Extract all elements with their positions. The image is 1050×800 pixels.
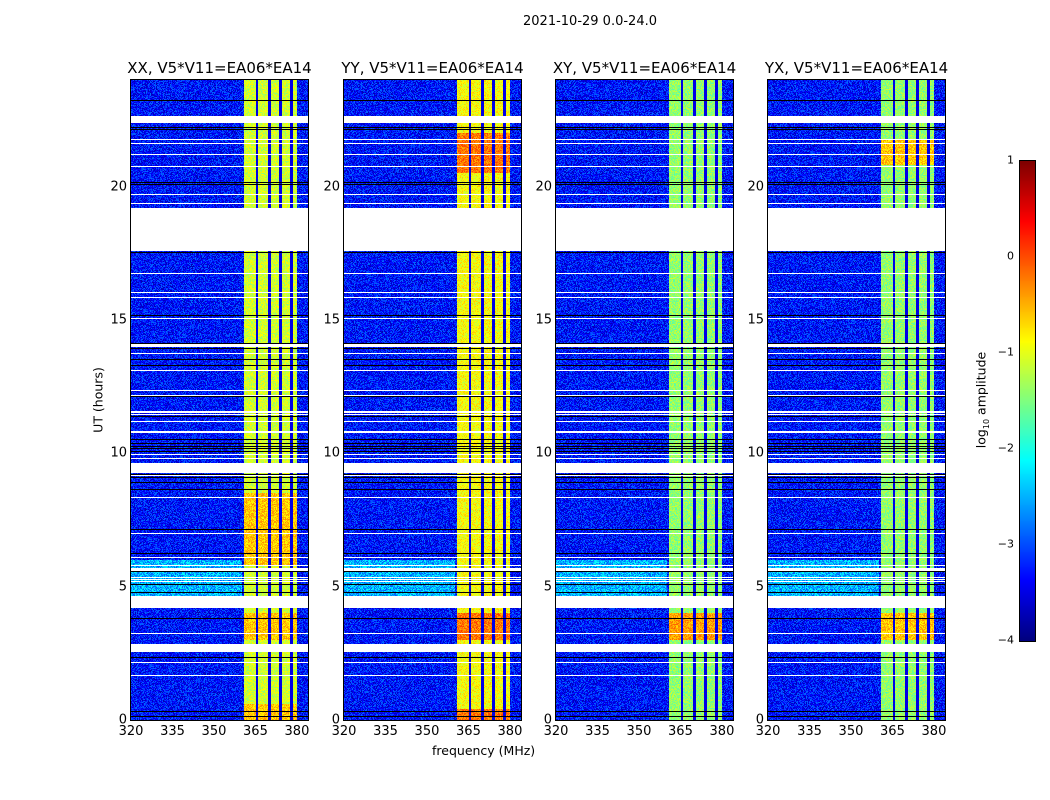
y-tick-label: 20 (535, 179, 552, 195)
x-tick-label: 365 (880, 724, 905, 739)
x-axis-label: frequency (MHz) (432, 743, 536, 758)
panel-title-3: XY, V5*V11=EA06*EA14 (552, 59, 737, 77)
panel-title-1: XX, V5*V11=EA06*EA14 (127, 59, 312, 77)
x-tick-label: 365 (668, 724, 693, 739)
colorbar-label-rest: amplitude (973, 351, 989, 419)
figure-title: 2021-10-29 0.0-24.0 (523, 14, 657, 29)
x-tick-label: 350 (414, 724, 440, 739)
x-tick-label: 365 (243, 724, 268, 739)
y-tick-label: 0 (755, 712, 764, 728)
x-tick-label: 350 (626, 724, 652, 739)
x-tick-label: 320 (755, 724, 781, 739)
colorbar-tick-label: −1 (997, 345, 1014, 359)
colorbar-tick-label: −4 (997, 633, 1014, 647)
y-tick-label: 5 (543, 579, 552, 595)
panel-title-4: YX, V5*V11=EA06*EA14 (764, 59, 949, 77)
y-tick-label: 15 (323, 312, 340, 328)
y-tick-label: 15 (110, 312, 127, 328)
colorbar-label-log: log (973, 429, 989, 449)
y-tick-label: 10 (747, 445, 764, 461)
waterfall-panel-3 (555, 79, 734, 721)
x-tick-label: 350 (838, 724, 864, 739)
panel-title-2: YY, V5*V11=EA06*EA14 (341, 59, 524, 77)
y-tick-label: 5 (118, 579, 127, 595)
y-tick-label: 5 (331, 579, 340, 595)
x-tick-label: 335 (797, 724, 822, 739)
colorbar-tick-label: −3 (997, 537, 1014, 551)
x-tick-label: 335 (585, 724, 610, 739)
y-tick-label: 10 (535, 445, 552, 461)
y-tick-label: 15 (535, 312, 552, 328)
x-tick-label: 380 (709, 724, 735, 739)
colorbar-label: log10 amplitude (973, 352, 991, 448)
x-tick-label: 320 (331, 724, 357, 739)
y-tick-label: 20 (110, 179, 127, 195)
y-tick-label: 0 (543, 712, 552, 728)
x-tick-label: 320 (118, 724, 144, 739)
x-tick-label: 320 (543, 724, 569, 739)
x-tick-label: 335 (160, 724, 185, 739)
y-tick-label: 10 (110, 445, 127, 461)
x-tick-label: 365 (456, 724, 481, 739)
colorbar-label-sub: 10 (981, 418, 991, 430)
y-tick-label: 0 (118, 712, 127, 728)
colorbar-tick-label: −2 (997, 441, 1014, 455)
y-tick-label: 20 (323, 179, 340, 195)
colorbar-tick-label: 1 (1007, 153, 1014, 167)
y-axis-label: UT (hours) (90, 367, 106, 433)
colorbar-tick-label: 0 (1007, 249, 1014, 263)
x-tick-label: 335 (373, 724, 398, 739)
colorbar (1019, 160, 1036, 642)
x-tick-label: 380 (921, 724, 947, 739)
x-tick-label: 380 (284, 724, 310, 739)
y-tick-label: 0 (331, 712, 340, 728)
y-tick-label: 5 (755, 579, 764, 595)
waterfall-panel-1 (130, 79, 309, 721)
y-tick-label: 20 (747, 179, 764, 195)
waterfall-panel-4 (767, 79, 946, 721)
y-tick-label: 10 (323, 445, 340, 461)
y-tick-label: 15 (747, 312, 764, 328)
x-tick-label: 380 (497, 724, 523, 739)
waterfall-panel-2 (343, 79, 522, 721)
x-tick-label: 350 (201, 724, 227, 739)
